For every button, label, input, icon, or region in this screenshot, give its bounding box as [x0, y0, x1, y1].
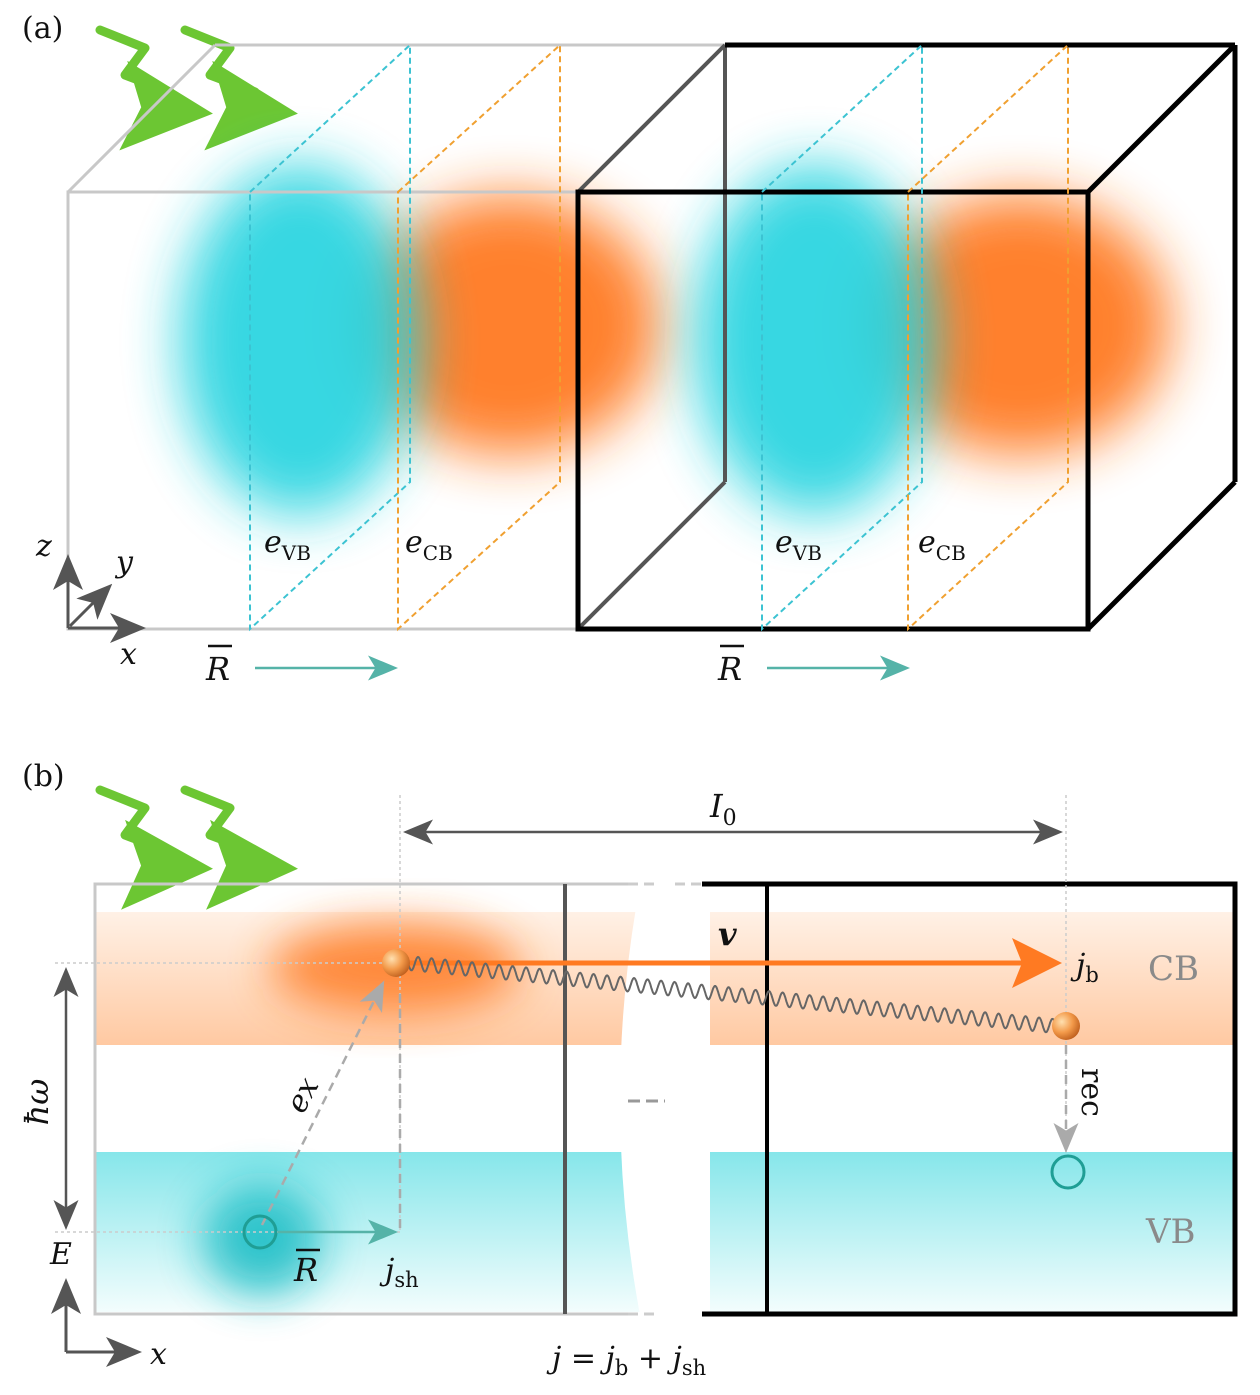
- r-label-1: R: [205, 650, 230, 688]
- axis-x-label: x: [120, 637, 137, 672]
- photon-icon: [95, 785, 298, 910]
- shift-vector-b: R: [278, 1219, 398, 1289]
- plane-e-vb-2: [761, 42, 923, 632]
- e-vb-label-2: eVB: [775, 525, 822, 565]
- v-label: v: [718, 915, 737, 953]
- panel-a: (a): [22, 11, 1238, 688]
- rec-label: rec: [1074, 1068, 1109, 1117]
- e-axis-label: E: [49, 1237, 72, 1272]
- unit-cell-box-2: [575, 42, 1238, 632]
- hole-cloud-vb-1: [180, 165, 420, 515]
- axes-ex: [51, 1278, 142, 1367]
- recombination-path: rec: [1053, 1045, 1109, 1153]
- hole-initial: [242, 1214, 278, 1250]
- electron-cloud-cb-2: [870, 195, 1170, 455]
- electron-trajectory: [407, 955, 1055, 1034]
- axes-xyz: [53, 554, 146, 643]
- plane-e-cb-2: [907, 42, 1069, 632]
- hole-cloud-b: [202, 1185, 322, 1295]
- velocity-arrow: v: [410, 915, 1062, 988]
- x-axis-label: x: [150, 1337, 167, 1372]
- shift-vector-2: R: [717, 644, 910, 688]
- hw-label: ħω: [18, 1079, 56, 1126]
- vb-band-label: VB: [1145, 1212, 1196, 1252]
- electron-final: [1052, 1012, 1080, 1040]
- axis-y-label: y: [114, 545, 134, 580]
- e-cb-label-1: eCB: [405, 525, 453, 565]
- r-label-b: R: [293, 1251, 318, 1289]
- e-vb-label-1: eVB: [264, 525, 311, 565]
- panel-b-label: (b): [22, 759, 65, 794]
- cell-frame: [93, 881, 1238, 1317]
- plane-e-vb-1: [249, 42, 411, 632]
- hole-cloud-vb-2: [695, 165, 935, 515]
- panel-a-label: (a): [22, 11, 63, 46]
- plane-e-cb-1: [397, 42, 561, 632]
- electron-initial: [382, 949, 410, 977]
- i0-label: I0: [709, 787, 737, 831]
- shift-vector-1: R: [205, 644, 398, 688]
- electron-cloud-cb-1: [360, 195, 660, 455]
- e-cb-label-2: eCB: [918, 525, 966, 565]
- current-equation: j = jb + jsh: [546, 1341, 706, 1380]
- hole-final: [1050, 1154, 1086, 1190]
- photon-energy-dimension: ħω: [18, 962, 400, 1233]
- cb-band-label: CB: [1148, 949, 1199, 989]
- axis-break: [620, 882, 710, 1316]
- axis-z-label: z: [35, 529, 52, 564]
- panel-b: (b): [18, 759, 1238, 1380]
- r-label-2: R: [717, 650, 742, 688]
